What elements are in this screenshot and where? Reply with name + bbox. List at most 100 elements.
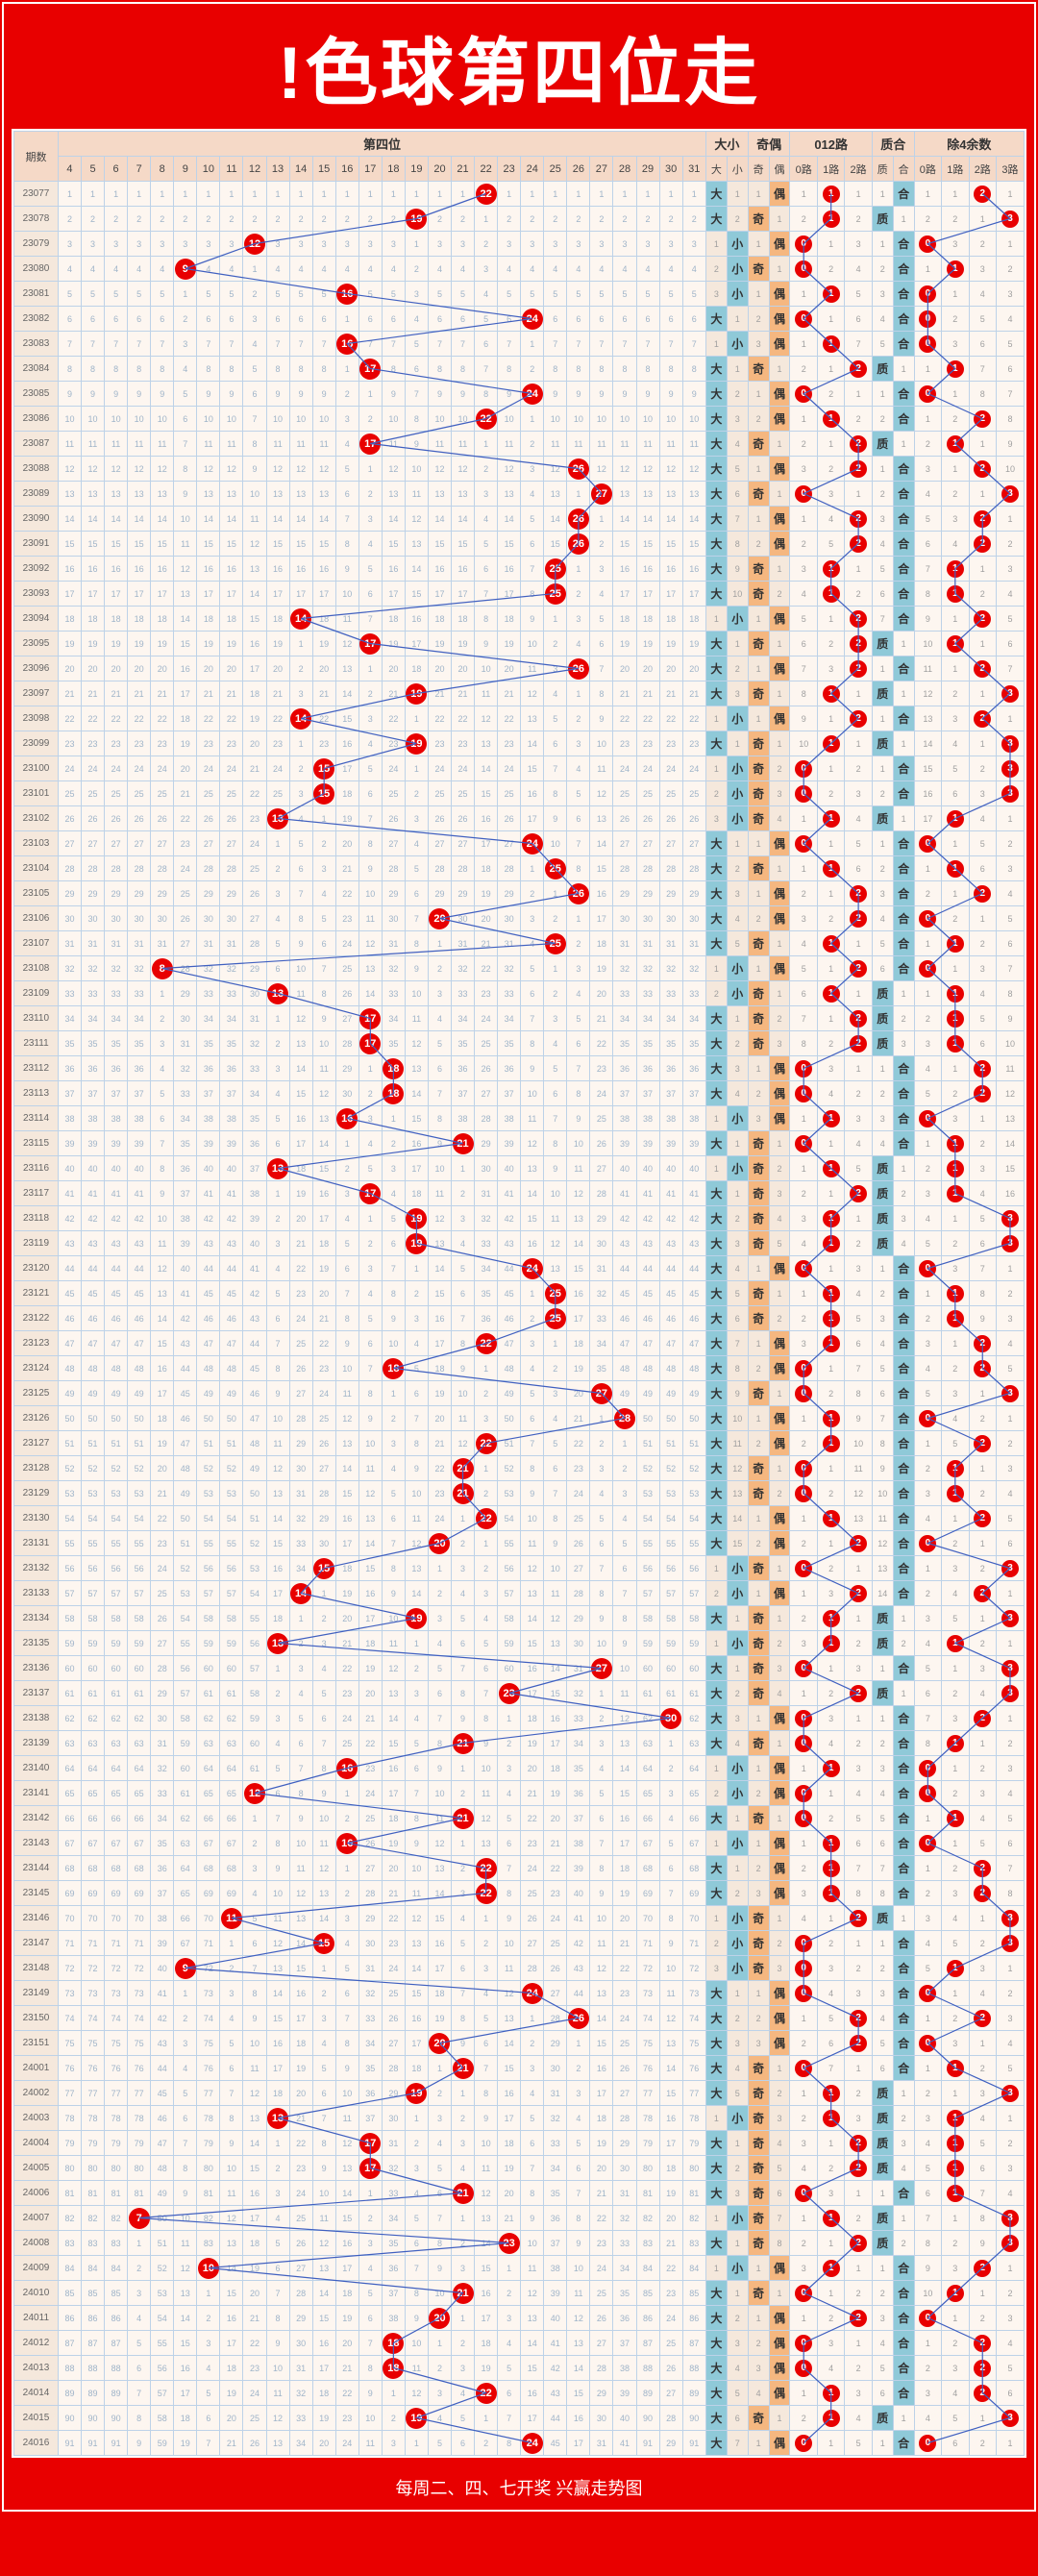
dx-cell: 大 [705, 2231, 727, 2256]
num-miss-cell: 41 [220, 1181, 243, 1206]
num-miss-cell: 73 [105, 1981, 128, 2006]
zh-cell: 4 [872, 1331, 893, 1356]
num-miss-cell: 8 [498, 357, 521, 382]
num-miss-cell: 35 [82, 1031, 105, 1056]
zh-cell: 6 [872, 2381, 893, 2406]
r012-cell: 3 [790, 1331, 817, 1356]
c4-cell: 2 [996, 831, 1024, 856]
num-miss-cell: 4 [567, 981, 590, 1006]
num-miss-cell: 32 [636, 956, 659, 981]
num-miss-cell: 4 [312, 257, 335, 282]
num-miss-cell: 21 [567, 1406, 590, 1431]
num-miss-cell: 34 [151, 1806, 174, 1831]
c4-cell: 5 [996, 332, 1024, 357]
num-miss-cell: 30 [682, 906, 705, 931]
num-miss-cell: 9 [382, 1306, 405, 1331]
r012-cell: 1 [817, 1106, 844, 1131]
num-miss-cell: 41 [151, 1981, 174, 2006]
num-miss-cell: 8 [405, 407, 428, 432]
num-miss-cell: 85 [82, 2281, 105, 2306]
num-miss-cell: 35 [382, 1031, 405, 1056]
num-miss-cell: 13 [405, 1931, 428, 1956]
num-miss-cell: 21 [58, 681, 81, 706]
num-miss-cell: 49 [197, 1381, 220, 1406]
num-miss-cell: 2 [128, 2256, 151, 2281]
num-miss-cell: 3 [521, 1331, 544, 1356]
zh-cell: 6 [872, 2056, 893, 2081]
c4-cell: 3 [996, 1906, 1024, 1931]
num-miss-cell: 4 [220, 257, 243, 282]
num-miss-cell: 25 [590, 1106, 613, 1131]
jo-cell: 4 [769, 2131, 790, 2156]
num-miss-cell: 5 [452, 2406, 475, 2431]
num-miss-cell: 5 [335, 1956, 358, 1981]
zh-cell: 14 [872, 1581, 893, 1606]
num-miss-cell: 53 [82, 1481, 105, 1506]
period-cell: 23118 [14, 1206, 59, 1231]
num-miss-cell: 28 [289, 2281, 312, 2306]
dx-cell: 大 [705, 1456, 727, 1481]
num-miss-cell: 12 [358, 931, 382, 956]
jo-cell: 偶 [769, 332, 790, 357]
num-miss-cell: 61 [659, 1681, 682, 1706]
num-miss-cell: 30 [82, 906, 105, 931]
num-miss-cell: 5 [358, 2281, 382, 2306]
hdr-num-15: 15 [312, 157, 335, 182]
c4-cell: 3 [996, 557, 1024, 582]
num-miss-cell: 8 [544, 781, 567, 806]
num-hit-cell: 22 [475, 407, 498, 432]
num-miss-cell: 15 [335, 706, 358, 731]
num-miss-cell: 7 [405, 2256, 428, 2281]
num-miss-cell: 29 [174, 981, 197, 1006]
num-miss-cell: 3 [659, 232, 682, 257]
jo-cell: 偶 [769, 1881, 790, 1906]
c4-cell: 1 [942, 557, 969, 582]
num-miss-cell: 19 [428, 1381, 451, 1406]
num-miss-cell: 50 [82, 1406, 105, 1431]
num-miss-cell: 14 [659, 507, 682, 532]
num-miss-cell: 26 [613, 2056, 636, 2081]
num-miss-cell: 64 [197, 1756, 220, 1781]
num-miss-cell: 1 [544, 1331, 567, 1356]
zh-cell: 1 [872, 656, 893, 681]
num-miss-cell: 30 [243, 981, 266, 1006]
num-miss-cell: 14 [197, 507, 220, 532]
num-miss-cell: 3 [682, 232, 705, 257]
num-miss-cell: 9 [613, 382, 636, 407]
r012-cell: 0 [790, 756, 817, 781]
num-hit-cell: 24 [521, 1256, 544, 1281]
r012-cell: 4 [845, 1781, 872, 1806]
dx-cell: 小 [727, 1831, 748, 1856]
num-miss-cell: 32 [659, 956, 682, 981]
jo-cell: 2 [769, 2081, 790, 2106]
num-miss-cell: 13 [521, 2306, 544, 2331]
num-miss-cell: 13 [243, 2106, 266, 2131]
num-miss-cell: 31 [289, 2356, 312, 2381]
num-miss-cell: 6 [521, 1406, 544, 1431]
c4-cell: 1 [969, 1731, 996, 1756]
num-miss-cell: 15 [428, 1906, 451, 1931]
c4-cell: 3 [996, 2231, 1024, 2256]
num-miss-cell: 15 [151, 1331, 174, 1356]
num-miss-cell: 8 [428, 1106, 451, 1131]
c4-cell: 1 [969, 1531, 996, 1556]
num-miss-cell: 15 [105, 532, 128, 557]
num-miss-cell: 11 [335, 2106, 358, 2131]
zh-cell: 4 [872, 1781, 893, 1806]
r012-cell: 2 [817, 1481, 844, 1506]
num-miss-cell: 3 [197, 2331, 220, 2356]
r012-cell: 2 [845, 756, 872, 781]
num-miss-cell: 14 [567, 2356, 590, 2381]
c4-cell: 3 [942, 332, 969, 357]
c4-cell: 1 [969, 2281, 996, 2306]
r012-cell: 1 [790, 507, 817, 532]
num-miss-cell: 6 [590, 632, 613, 656]
num-miss-cell: 10 [312, 1031, 335, 1056]
num-miss-cell: 32 [128, 956, 151, 981]
num-miss-cell: 20 [659, 656, 682, 681]
dx-cell: 大 [705, 357, 727, 382]
jo-cell: 1 [769, 357, 790, 382]
num-miss-cell: 45 [613, 1281, 636, 1306]
r012-cell: 3 [817, 656, 844, 681]
num-miss-cell: 16 [174, 656, 197, 681]
